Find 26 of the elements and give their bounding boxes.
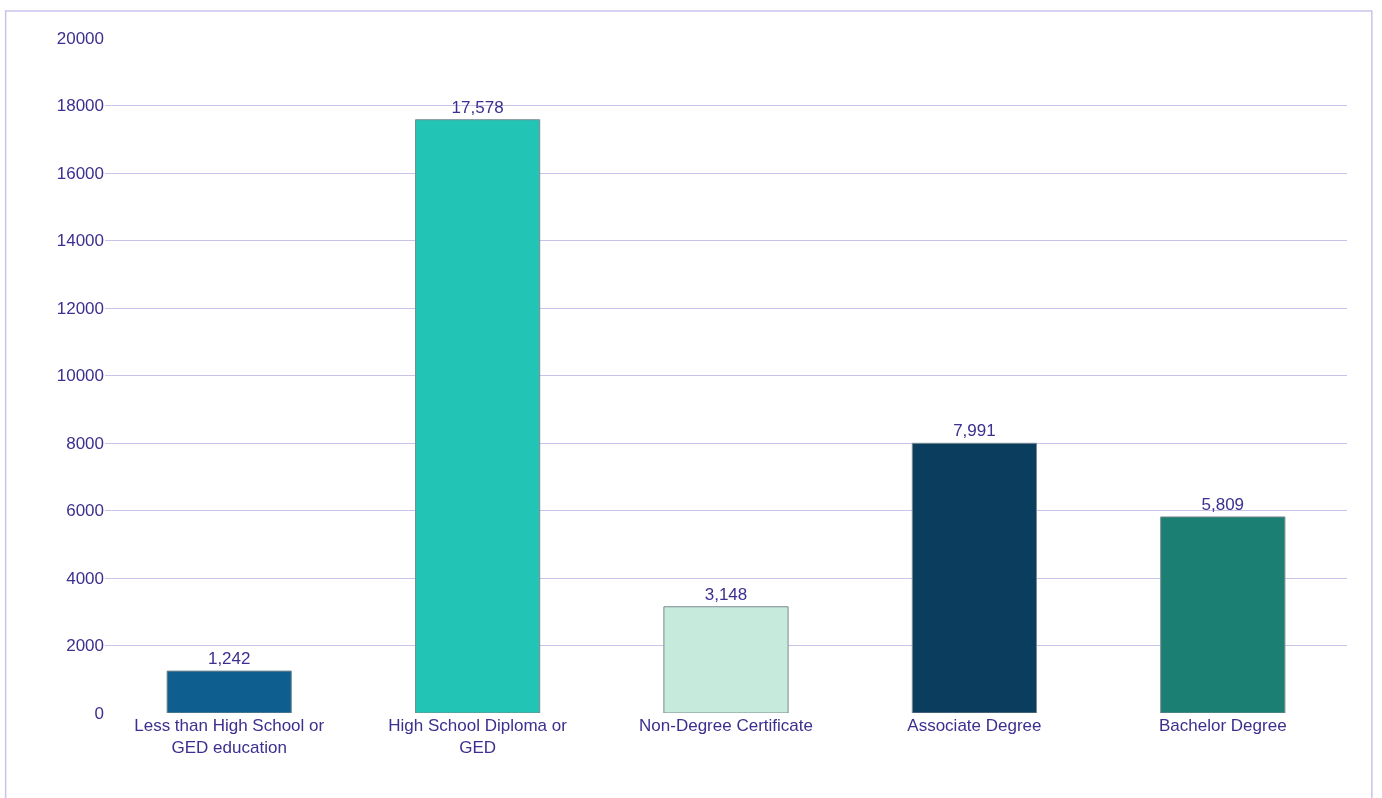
y-tick-label: 0 — [94, 703, 104, 723]
bar — [166, 670, 292, 713]
y-tick-label: 14000 — [56, 231, 104, 251]
x-tick-label: Associate Degree — [907, 716, 1042, 735]
y-tick-label: 4000 — [66, 568, 104, 588]
x-tick-label: Less than High School or GED education — [134, 716, 325, 758]
x-tick-label: Non-Degree Certificate — [639, 716, 813, 735]
y-tick-label: 18000 — [56, 96, 104, 116]
data-label: 1,242 — [207, 649, 251, 669]
data-label: 7,991 — [953, 421, 996, 441]
y-tick-label: 6000 — [66, 501, 104, 521]
bar — [663, 606, 789, 713]
bar — [911, 442, 1037, 713]
y-tick-label: 2000 — [66, 636, 104, 656]
data-label: 3,148 — [704, 584, 748, 604]
y-tick-label: 20000 — [56, 28, 104, 48]
data-label: 5,809 — [1201, 494, 1245, 514]
y-tick-label: 12000 — [56, 298, 104, 318]
data-label: 17,578 — [451, 97, 504, 117]
bar — [415, 119, 541, 713]
x-tick-label: Bachelor Degree — [1159, 716, 1287, 735]
x-tick-label: High School Diploma or GED — [388, 716, 568, 758]
y-tick-label: 10000 — [56, 366, 104, 386]
y-tick-label: 8000 — [66, 433, 104, 453]
bar — [1160, 516, 1286, 713]
y-tick-label: 16000 — [56, 163, 104, 183]
